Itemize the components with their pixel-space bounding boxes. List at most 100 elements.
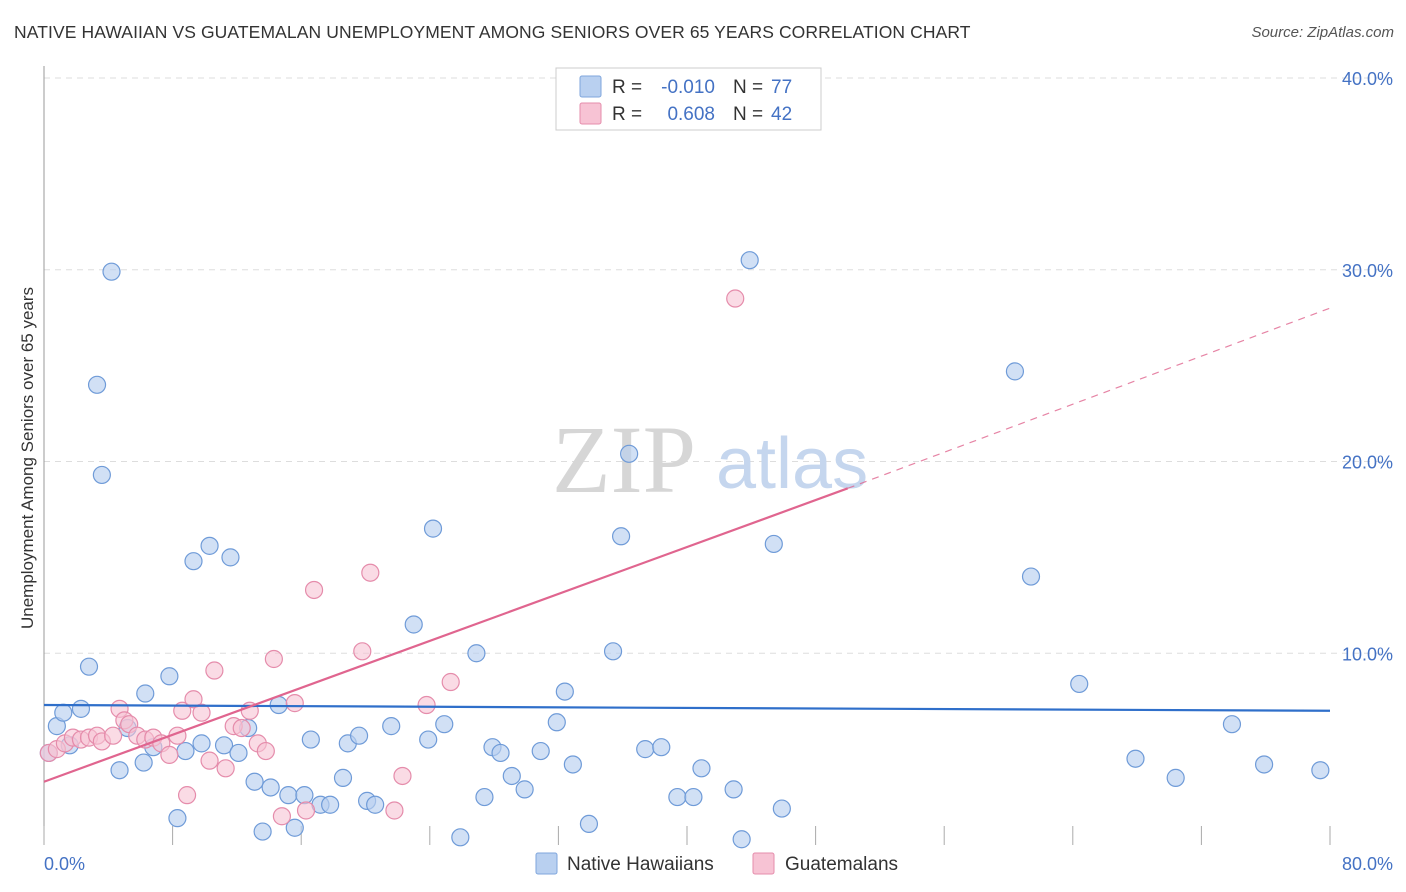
- native-hawaiian-point: [692, 759, 711, 778]
- y-tick-label: 40.0%: [1342, 69, 1393, 89]
- native-hawaiian-point: [110, 761, 129, 780]
- guatemalan-point: [361, 563, 380, 582]
- native-hawaiian-point: [200, 536, 219, 555]
- native-hawaiian-point: [192, 734, 211, 753]
- guatemalan-point: [104, 726, 123, 745]
- native-hawaiian-point: [261, 778, 280, 797]
- guatemalan-point: [200, 751, 219, 770]
- native-hawaiian-trendline: [43, 703, 1331, 712]
- native-hawaiian-point: [740, 251, 759, 270]
- guatemalan-point: [216, 759, 235, 778]
- native-hawaiian-point: [301, 730, 320, 749]
- y-tick-label: 30.0%: [1342, 261, 1393, 281]
- guatemalan-point: [353, 642, 372, 661]
- y-tick-label: 10.0%: [1342, 644, 1393, 664]
- guatemalan-point: [264, 649, 283, 669]
- native-hawaiian-point: [652, 738, 671, 757]
- guatemalan-point: [184, 690, 203, 709]
- native-hawaiian-point: [382, 717, 401, 736]
- native-hawaiian-point: [531, 741, 550, 761]
- legend-n-value: 77: [771, 77, 792, 98]
- correlation-legend: R = -0.010 N = 77 R = 0.608 N = 42: [555, 67, 822, 131]
- y-axis-label: Unemployment Among Seniors over 65 years: [18, 287, 37, 629]
- legend-swatch-native-hawaiians: [579, 75, 602, 98]
- native-hawaiian-point: [636, 740, 655, 759]
- native-hawaiian-point: [502, 766, 521, 786]
- legend-r-label: R =: [612, 104, 642, 125]
- watermark-atlas: atlas: [716, 424, 868, 504]
- x-tick-label: 0.0%: [44, 854, 85, 874]
- native-hawaiian-point: [404, 615, 423, 634]
- native-hawaiian-point: [134, 753, 153, 772]
- native-hawaiian-point: [435, 715, 454, 734]
- native-hawaiian-point: [87, 375, 107, 394]
- guatemalan-point: [192, 703, 211, 722]
- guatemalan-point: [296, 801, 316, 820]
- grid-layer: [44, 77, 1395, 654]
- native-hawaiian-point: [579, 814, 599, 834]
- legend-swatch-native-hawaiians: [535, 852, 558, 875]
- native-hawaiian-point: [136, 684, 155, 703]
- native-hawaiian-point: [724, 780, 743, 799]
- guatemalan-point: [177, 786, 197, 805]
- watermark: ZIP atlas: [552, 406, 868, 513]
- legend-r-value: 0.608: [667, 104, 715, 125]
- legend-swatch-guatemalans: [752, 852, 775, 875]
- guatemalan-point: [160, 745, 179, 764]
- native-hawaiian-point: [71, 699, 91, 718]
- native-hawaiian-point: [1311, 761, 1330, 780]
- native-hawaiian-point: [423, 519, 443, 538]
- legend-n-label: N =: [733, 104, 763, 125]
- native-hawaiian-point: [764, 534, 783, 554]
- native-hawaiian-point: [168, 809, 187, 828]
- native-hawaiian-point: [603, 642, 623, 661]
- native-hawaiian-point: [1005, 362, 1025, 381]
- native-hawaiian-point: [295, 786, 314, 805]
- native-hawaiian-point: [668, 787, 687, 807]
- guatemalan-trendline: [43, 487, 849, 783]
- native-hawaiian-point: [620, 444, 639, 463]
- legend-n-value: 42: [771, 104, 792, 125]
- native-hawaiian-point: [563, 755, 582, 774]
- points-layer: [39, 251, 1330, 849]
- guatemalan-point: [256, 741, 275, 761]
- x-tick-label: 80.0%: [1342, 854, 1393, 874]
- native-hawaiian-point: [732, 830, 751, 849]
- native-hawaiian-point: [1166, 768, 1185, 787]
- guatemalan-trendline-extension: [847, 307, 1331, 489]
- legend-label-native-hawaiians: Native Hawaiians: [567, 854, 714, 875]
- y-tick-label: 20.0%: [1342, 453, 1393, 473]
- native-hawaiian-point: [102, 262, 121, 281]
- guatemalan-point: [304, 580, 324, 600]
- legend-n-label: N =: [733, 77, 763, 98]
- guatemalan-point: [232, 718, 251, 738]
- guatemalan-point: [285, 694, 304, 713]
- trend-layer: [43, 307, 1331, 783]
- native-hawaiian-point: [772, 799, 791, 818]
- legend-r-value: -0.010: [661, 77, 715, 98]
- native-hawaiian-point: [451, 828, 470, 847]
- native-hawaiian-point: [467, 644, 486, 663]
- native-hawaiian-point: [184, 552, 203, 571]
- tick-layer: 10.0% 20.0% 30.0% 40.0% 0.0% 80.0%: [44, 69, 1393, 874]
- native-hawaiian-point: [611, 527, 631, 546]
- native-hawaiian-point: [92, 465, 111, 485]
- native-hawaiian-point: [253, 822, 272, 841]
- guatemalan-point: [417, 695, 436, 715]
- guatemalan-point: [272, 807, 292, 826]
- legend-swatch-guatemalans: [579, 102, 602, 125]
- native-hawaiian-point: [349, 726, 369, 745]
- native-hawaiian-point: [321, 795, 340, 814]
- native-hawaiian-point: [214, 736, 234, 755]
- native-hawaiian-point: [79, 657, 99, 676]
- native-hawaiian-point: [1021, 567, 1041, 586]
- native-hawaiian-point: [555, 682, 574, 701]
- native-hawaiian-point: [176, 741, 195, 761]
- native-hawaiian-point: [1070, 674, 1089, 694]
- native-hawaiian-point: [547, 713, 566, 732]
- native-hawaiian-point: [1222, 715, 1242, 734]
- native-hawaiian-point: [491, 743, 510, 763]
- native-hawaiian-point: [366, 795, 385, 814]
- native-hawaiian-point: [419, 730, 438, 749]
- legend-label-guatemalans: Guatemalans: [785, 854, 898, 875]
